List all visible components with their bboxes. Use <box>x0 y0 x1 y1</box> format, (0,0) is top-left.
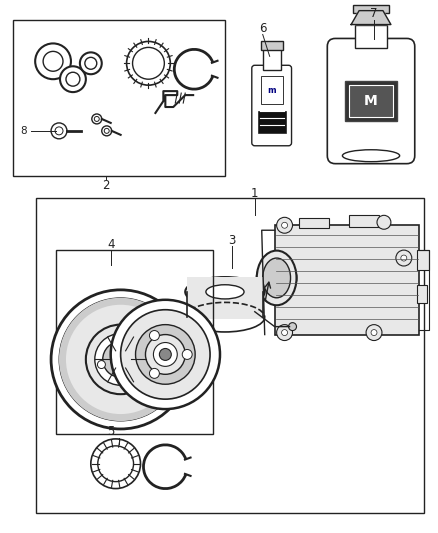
Circle shape <box>145 335 185 374</box>
Bar <box>13 20 225 175</box>
Circle shape <box>55 127 63 135</box>
Circle shape <box>35 43 71 79</box>
FancyBboxPatch shape <box>327 38 415 164</box>
Circle shape <box>66 305 175 414</box>
Text: m: m <box>267 86 276 95</box>
Bar <box>258 111 286 133</box>
Circle shape <box>116 354 126 365</box>
Circle shape <box>66 305 175 414</box>
Circle shape <box>396 250 412 266</box>
Circle shape <box>92 114 102 124</box>
Circle shape <box>377 215 391 229</box>
Bar <box>36 198 424 513</box>
Circle shape <box>257 258 297 298</box>
Circle shape <box>120 310 210 399</box>
Bar <box>261 76 283 104</box>
Bar <box>349 85 393 117</box>
Circle shape <box>133 47 164 79</box>
Bar <box>261 42 283 51</box>
Circle shape <box>94 116 99 122</box>
Circle shape <box>111 350 131 369</box>
Ellipse shape <box>343 150 399 161</box>
Circle shape <box>282 329 288 336</box>
Ellipse shape <box>257 251 297 305</box>
Circle shape <box>127 42 170 85</box>
Bar <box>417 285 427 303</box>
Circle shape <box>104 128 109 133</box>
Circle shape <box>135 325 195 384</box>
Bar <box>187 277 263 319</box>
Text: 5: 5 <box>107 425 114 439</box>
Ellipse shape <box>185 277 265 306</box>
Circle shape <box>102 126 112 136</box>
Circle shape <box>149 368 159 378</box>
Circle shape <box>59 298 182 421</box>
Circle shape <box>86 325 155 394</box>
Text: 7: 7 <box>370 7 378 20</box>
Bar <box>355 25 387 49</box>
Circle shape <box>153 343 177 366</box>
Text: 8: 8 <box>20 126 27 136</box>
Circle shape <box>401 255 407 261</box>
Circle shape <box>80 52 102 74</box>
Circle shape <box>91 439 141 489</box>
Circle shape <box>371 329 377 336</box>
Circle shape <box>289 322 297 330</box>
Circle shape <box>60 66 86 92</box>
Circle shape <box>277 325 293 341</box>
Circle shape <box>79 318 162 401</box>
Circle shape <box>98 361 106 368</box>
Circle shape <box>149 330 159 341</box>
Circle shape <box>272 273 282 283</box>
Text: 2: 2 <box>102 179 110 192</box>
Ellipse shape <box>206 285 244 299</box>
Circle shape <box>95 334 146 385</box>
Circle shape <box>277 217 293 233</box>
Circle shape <box>51 123 67 139</box>
Text: 4: 4 <box>107 238 114 251</box>
Bar <box>345 81 397 121</box>
Bar <box>275 225 419 335</box>
Bar <box>300 219 329 228</box>
Circle shape <box>122 336 130 344</box>
Bar <box>417 250 429 270</box>
Circle shape <box>366 325 382 341</box>
FancyBboxPatch shape <box>252 65 292 146</box>
Bar <box>263 49 281 70</box>
Circle shape <box>182 350 192 359</box>
Circle shape <box>79 318 162 401</box>
Circle shape <box>159 349 171 360</box>
Circle shape <box>131 369 139 377</box>
Ellipse shape <box>59 298 182 421</box>
Circle shape <box>103 342 138 377</box>
Circle shape <box>85 58 97 69</box>
Circle shape <box>43 51 63 71</box>
Circle shape <box>73 312 168 407</box>
Text: 3: 3 <box>228 233 236 247</box>
Circle shape <box>98 446 134 482</box>
Circle shape <box>265 266 289 290</box>
Text: 6: 6 <box>259 22 266 35</box>
Polygon shape <box>351 11 391 25</box>
Ellipse shape <box>263 258 290 298</box>
Bar <box>353 5 389 13</box>
Circle shape <box>282 222 288 228</box>
Bar <box>56 250 213 434</box>
Bar <box>349 215 379 227</box>
Circle shape <box>51 290 190 429</box>
Text: 1: 1 <box>251 187 258 200</box>
Text: M: M <box>364 94 378 108</box>
Circle shape <box>111 300 220 409</box>
Ellipse shape <box>73 312 168 407</box>
Circle shape <box>66 72 80 86</box>
